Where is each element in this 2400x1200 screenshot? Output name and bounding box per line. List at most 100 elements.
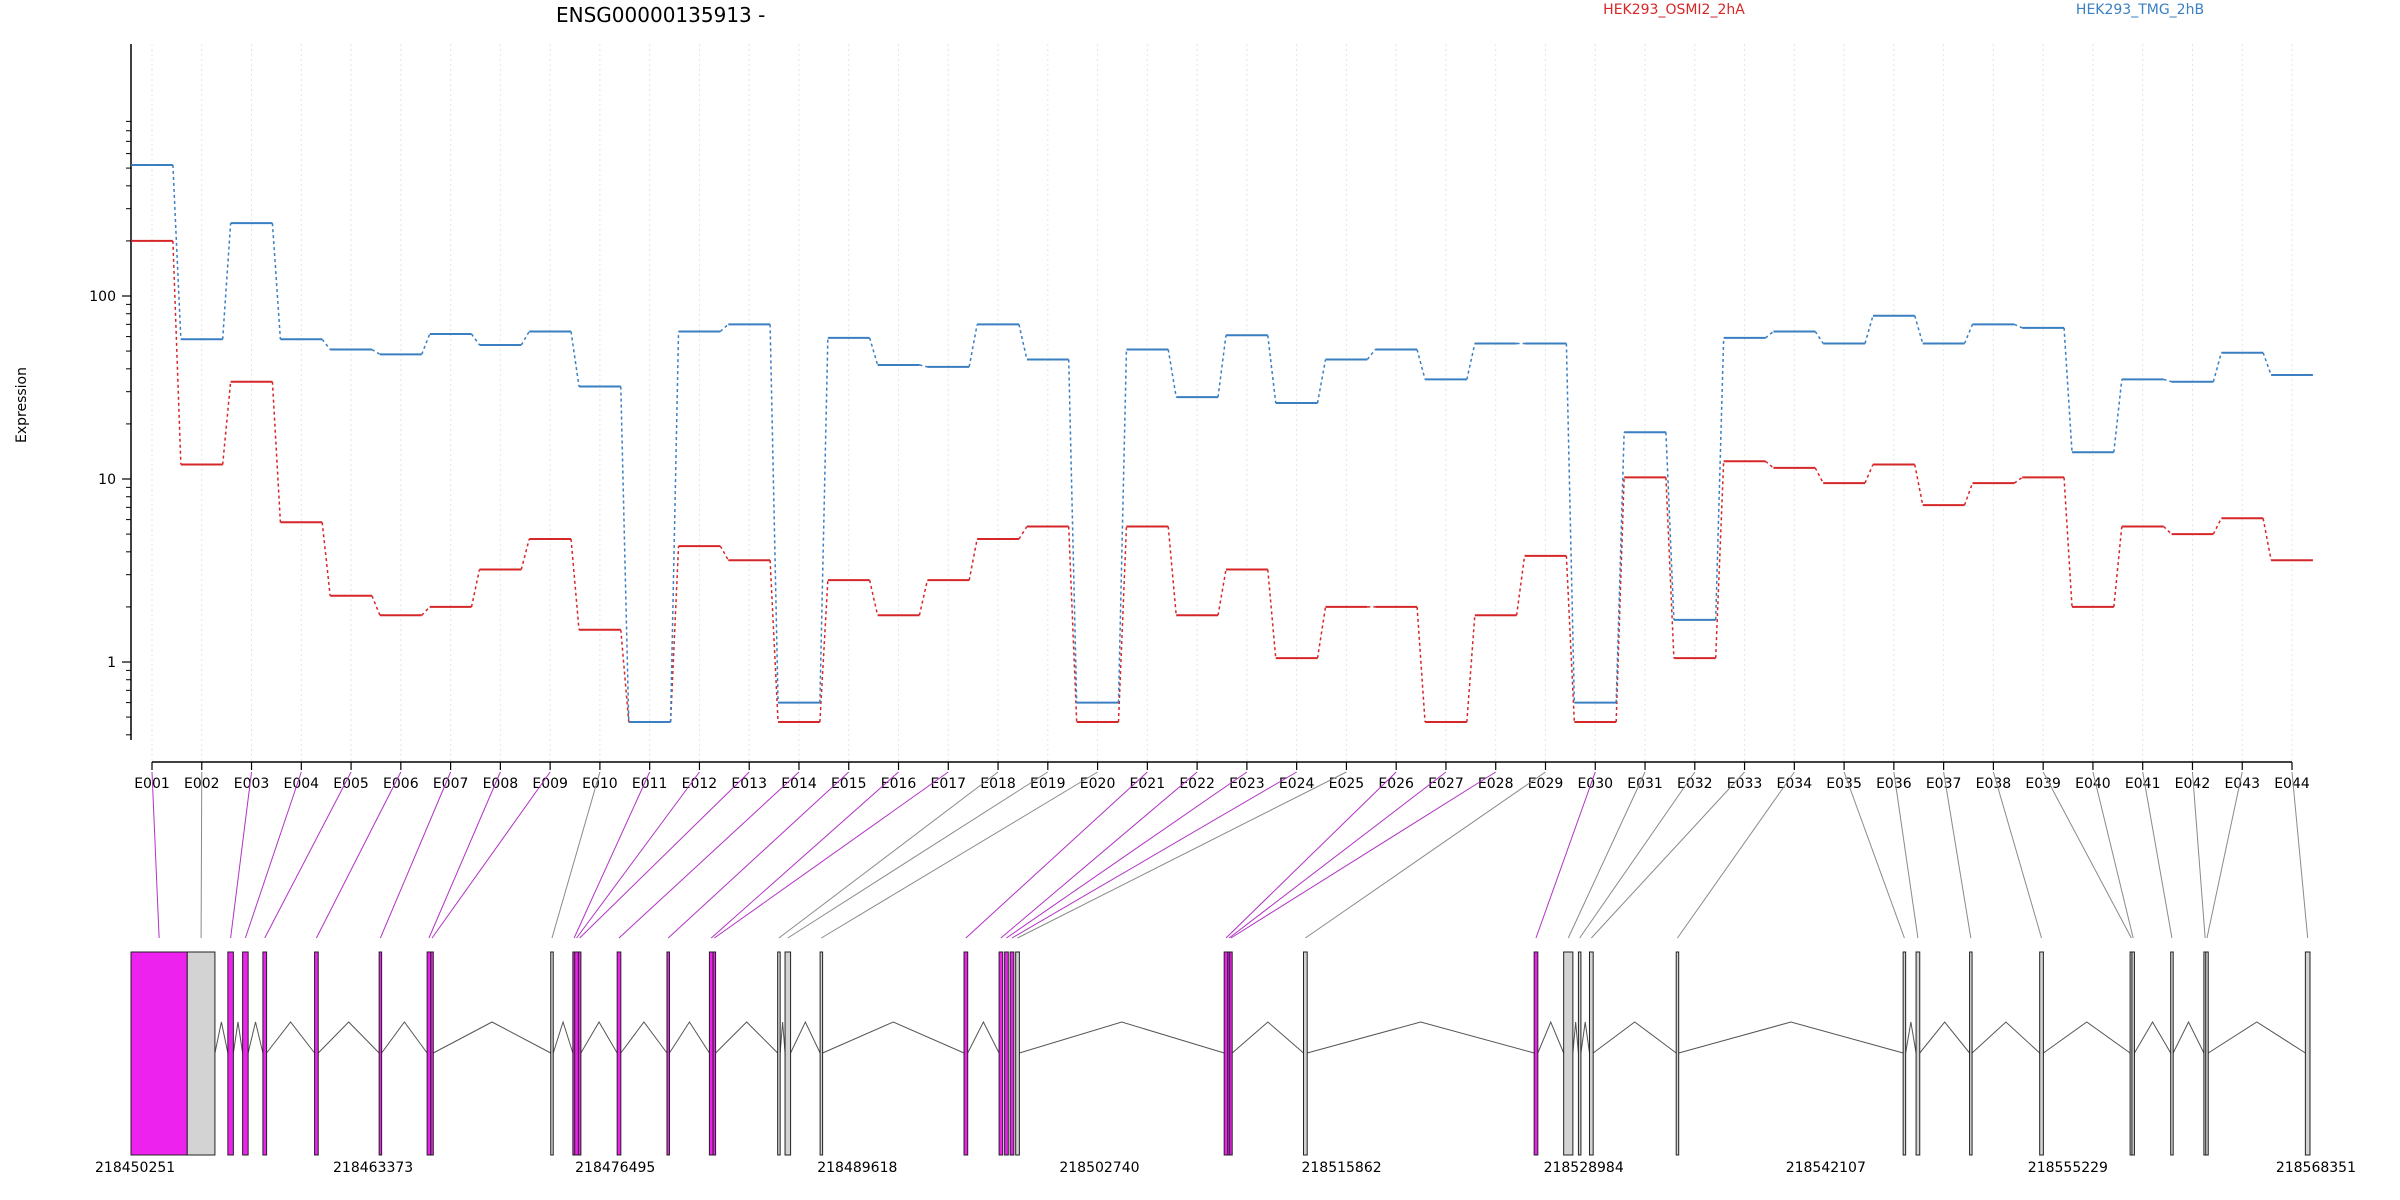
connector-E003 xyxy=(230,771,253,939)
x-tick-label-E012: E012 xyxy=(682,776,718,792)
x-tick-label-E035: E035 xyxy=(1826,776,1862,792)
exon-box-E019 xyxy=(784,951,792,1156)
exon-box-E029 xyxy=(1303,951,1308,1156)
series-1-link xyxy=(221,381,232,465)
intron-E029-E030 xyxy=(1307,1021,1535,1054)
series-1-link xyxy=(2063,477,2073,607)
series-1-link xyxy=(669,546,680,723)
intron-E009-E010 xyxy=(433,1021,551,1054)
series-2-link xyxy=(221,223,232,340)
x-tick-label-E019: E019 xyxy=(1030,776,1066,792)
connector-E010 xyxy=(551,771,601,939)
intron-E041-E042 xyxy=(2172,1020,2205,1054)
exon-box-E012 xyxy=(574,951,579,1156)
connector-E040 xyxy=(2092,771,2134,939)
connector-E015 xyxy=(667,771,850,939)
exon-connector-lines xyxy=(151,771,2309,939)
coordinate-label: 218450251 xyxy=(95,1160,175,1176)
exon-box-E021 xyxy=(963,951,969,1156)
x-tick-label-E037: E037 xyxy=(1926,776,1962,792)
x-tick-label-E029: E029 xyxy=(1528,776,1564,792)
x-tick-label-E006: E006 xyxy=(383,776,419,792)
connector-E031 xyxy=(1567,771,1646,939)
intron-E005-E006 xyxy=(266,1021,315,1054)
connector-E039 xyxy=(2042,771,2132,939)
x-tick-label-E033: E033 xyxy=(1727,776,1763,792)
x-tick-label-E013: E013 xyxy=(731,776,767,792)
series-1-link xyxy=(1764,460,1774,469)
vertical-gridlines xyxy=(151,44,2293,762)
x-tick-label-E027: E027 xyxy=(1428,776,1464,792)
x-tick-label-E004: E004 xyxy=(284,776,320,792)
connector-E028 xyxy=(1230,771,1496,939)
x-tick-label-E018: E018 xyxy=(980,776,1016,792)
series-1-link xyxy=(968,538,978,581)
connector-E025 xyxy=(1017,771,1347,939)
series-2-link xyxy=(2212,352,2223,382)
axes: E001 E002 E003 E004 E005 E006 E007 E008 E009 E010… xyxy=(89,44,2310,792)
exon-box-E018 xyxy=(777,951,781,1156)
connector-E033 xyxy=(1590,771,1745,939)
connector-E014 xyxy=(618,771,800,939)
series-1-link xyxy=(868,580,879,616)
series-1-link xyxy=(172,240,182,465)
exon-box-E038 xyxy=(2039,951,2044,1156)
x-tick-label-E024: E024 xyxy=(1279,776,1315,792)
connector-E027 xyxy=(1228,771,1447,939)
exon-box-E024 xyxy=(1009,951,1015,1156)
series-1-link xyxy=(2013,476,2023,484)
series-2-link xyxy=(1167,349,1177,398)
series-1-link xyxy=(1316,606,1327,659)
exon-box-E036 xyxy=(1915,951,1921,1156)
intron-E015-E016 xyxy=(669,1021,710,1054)
intron-E014-E015 xyxy=(620,1021,668,1054)
x-tick-label-E044: E044 xyxy=(2274,776,2310,792)
genomic-coordinate-labels: 218450251 218463373 218476495 218489618 2185… xyxy=(95,1160,2356,1176)
intron-E028-E029 xyxy=(1231,1021,1304,1054)
series-2-link xyxy=(1067,359,1078,703)
intron-E003-E004 xyxy=(232,1021,244,1054)
coordinate-label: 218502740 xyxy=(1059,1160,1139,1176)
x-tick-label-E032: E032 xyxy=(1677,776,1713,792)
series-1-link xyxy=(1416,606,1426,723)
series-2-link xyxy=(2163,378,2172,383)
exon-box-E007 xyxy=(378,951,383,1156)
series-2-link xyxy=(2063,327,2073,453)
gene-model xyxy=(130,951,2311,1156)
exon-box-E032 xyxy=(1577,951,1582,1156)
coordinate-label: 218489618 xyxy=(817,1160,897,1176)
x-tick-label-E001: E001 xyxy=(134,776,170,792)
connector-E013 xyxy=(579,771,750,939)
series-2-link xyxy=(1615,432,1625,703)
intron-E010-E011 xyxy=(552,1020,574,1054)
intron-E018-E019 xyxy=(779,1021,786,1054)
x-tick-label-E031: E031 xyxy=(1627,776,1663,792)
series-1-link xyxy=(1963,482,1974,506)
series-2-link xyxy=(421,333,431,355)
exon-box-E003 xyxy=(227,951,234,1156)
connector-E008 xyxy=(428,771,501,939)
series-1-link xyxy=(1565,555,1576,723)
series-2-link xyxy=(1416,349,1426,380)
x-tick-label-E022: E022 xyxy=(1179,776,1215,792)
exon-box-E034 xyxy=(1675,951,1680,1156)
series-1-link xyxy=(1665,477,1675,659)
series-1-link xyxy=(769,560,779,723)
exon-box-E008 xyxy=(426,951,432,1156)
series-1-link xyxy=(719,545,729,561)
exon-box-E040 xyxy=(2131,951,2135,1156)
series-1-link xyxy=(271,381,282,523)
intron-E036-E037 xyxy=(1919,1021,1970,1054)
x-tick-label-E017: E017 xyxy=(930,776,966,792)
x-tick-label-E036: E036 xyxy=(1876,776,1912,792)
x-tick-label-E043: E043 xyxy=(2224,776,2260,792)
series-1-link xyxy=(1914,464,1924,506)
series-1-link xyxy=(1018,526,1028,540)
intron-E019-E020 xyxy=(790,1020,821,1054)
series-2-link xyxy=(669,331,680,723)
series-2-link xyxy=(371,348,381,355)
connector-E002 xyxy=(200,771,203,939)
series-2-link xyxy=(1914,315,1924,344)
coordinate-label: 218568351 xyxy=(2276,1160,2356,1176)
connector-E032 xyxy=(1579,771,1696,939)
